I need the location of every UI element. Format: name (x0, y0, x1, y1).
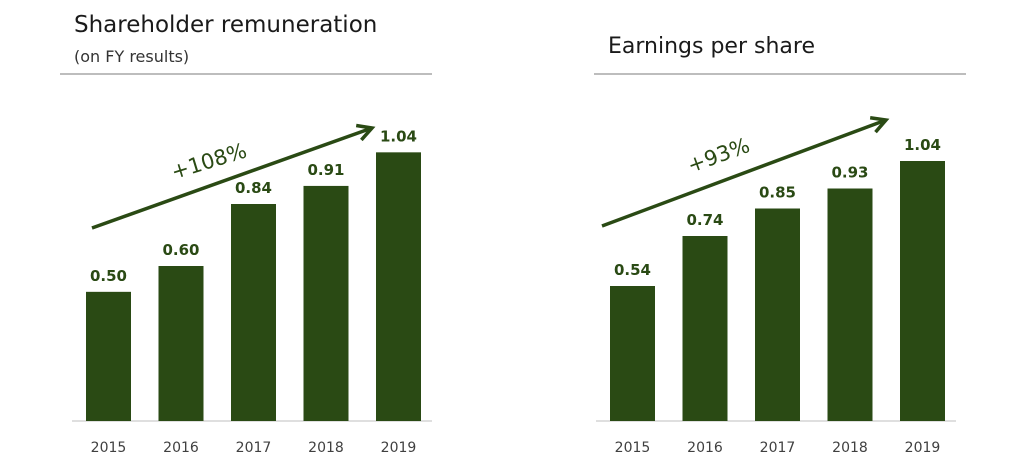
x-tick-label-2018: 2018 (308, 440, 344, 456)
bar-2016 (682, 236, 728, 421)
data-label-2018: 0.93 (831, 164, 868, 182)
x-tick-label-2017: 2017 (760, 440, 796, 456)
bar-2015 (610, 286, 655, 421)
data-label-2015: 0.54 (614, 261, 651, 279)
growth-arrow-line (601, 118, 887, 228)
x-tick-label-2015: 2015 (615, 440, 651, 456)
growth-arrow-head-icon (869, 115, 890, 134)
data-label-2019: 1.04 (904, 136, 941, 154)
bar-2018 (303, 185, 349, 421)
title-divider (60, 73, 432, 75)
x-tick-label-2019: 2019 (905, 440, 941, 456)
bar-2019 (900, 161, 945, 421)
x-tick-label-2017: 2017 (236, 440, 272, 456)
chart-title: Earnings per share (608, 34, 815, 59)
bar-2018 (827, 188, 873, 421)
data-label-2016: 0.74 (686, 211, 723, 229)
x-tick-label-2019: 2019 (381, 440, 417, 456)
bar-2016 (158, 266, 204, 421)
x-tick-label-2015: 2015 (91, 440, 127, 456)
chart-panel-shareholder-remuneration: Shareholder remuneration (on FY results)… (60, 12, 432, 456)
chart-title: Shareholder remuneration (74, 12, 378, 38)
growth-arrow-line (91, 126, 373, 230)
bar-2015 (86, 291, 131, 421)
data-label-2017: 0.85 (759, 184, 796, 202)
chart-subtitle: (on FY results) (74, 47, 190, 66)
title-divider (594, 73, 966, 75)
x-tick-label-2018: 2018 (832, 440, 868, 456)
growth-arrow-head-icon (355, 123, 376, 142)
bar-2019 (376, 152, 421, 422)
x-tick-label-2016: 2016 (163, 440, 199, 456)
x-tick-label-2016: 2016 (687, 440, 723, 456)
data-label-2019: 1.04 (380, 127, 417, 145)
data-label-2016: 0.60 (162, 241, 199, 259)
bar-chart-shareholder-remuneration: 0.50 2015 0.60 2016 0.84 2017 0.91 2018 1.04 2019… (72, 123, 432, 456)
bar-2017 (755, 208, 800, 421)
data-label-2018: 0.91 (307, 161, 344, 179)
growth-annotation: +93% (684, 133, 753, 178)
bar-2017 (231, 204, 276, 421)
data-label-2015: 0.50 (90, 267, 127, 285)
data-label-2017: 0.84 (235, 179, 272, 197)
